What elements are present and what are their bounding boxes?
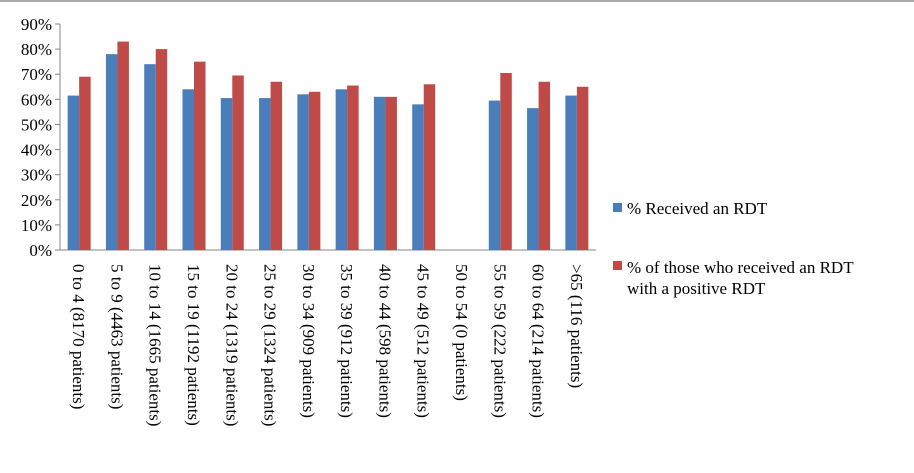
bars — [67, 41, 589, 251]
bar-received-rdt — [335, 89, 348, 251]
x-tick-label: 50 to 54 (0 patients) — [452, 264, 471, 401]
bar-positive-rdt — [232, 75, 244, 250]
bar-positive-rdt — [385, 96, 397, 250]
x-tick-label: 30 to 34 (909 patients) — [299, 264, 318, 418]
x-tick-label: 40 to 44 (598 patients) — [375, 264, 394, 418]
bar-received-rdt — [488, 100, 501, 250]
x-tick-label: 55 to 59 (222 patients) — [490, 264, 509, 418]
x-tick-label: 25 to 29 (1324 patients) — [261, 264, 280, 426]
legend-swatch-received-rdt — [613, 203, 622, 212]
x-tick-label: 45 to 49 (512 patients) — [414, 264, 433, 418]
bar-received-rdt — [297, 94, 309, 250]
x-tick-label: 20 to 24 (1319 patients) — [222, 264, 241, 426]
bar-received-rdt — [373, 96, 386, 250]
bar-positive-rdt — [79, 76, 91, 250]
y-tick-label: 50% — [21, 115, 52, 134]
x-tick-label: 0 to 4 (8170 patients) — [69, 264, 88, 409]
bar-positive-rdt — [194, 61, 206, 250]
x-tick-label: 10 to 14 (1665 patients) — [146, 264, 165, 426]
bar-positive-rdt — [423, 84, 436, 251]
x-tick-label: 5 to 9 (4463 patients) — [107, 264, 126, 409]
x-tick-label: 15 to 19 (1192 patients) — [184, 264, 203, 426]
bar-received-rdt — [105, 54, 118, 251]
bar-positive-rdt — [270, 81, 283, 250]
legend-label-positive-rdt: % of those who received an RDT with a pos… — [627, 258, 854, 298]
x-tick-label: 60 to 64 (214 patients) — [529, 264, 548, 418]
y-tick-label: 10% — [21, 216, 52, 235]
legend-label-received-rdt: % Received an RDT — [627, 199, 768, 218]
bar-positive-rdt — [117, 41, 129, 251]
bar-received-rdt — [182, 89, 194, 251]
y-tick-label: 0% — [29, 241, 52, 260]
x-tick-label: 35 to 39 (912 patients) — [337, 264, 356, 418]
y-tick-label: 40% — [21, 141, 52, 160]
bar-positive-rdt — [347, 85, 359, 251]
y-tick-label: 20% — [21, 191, 52, 210]
y-tick-label: 30% — [21, 166, 52, 185]
x-axis-labels: 0 to 4 (8170 patients) 5 to 9 (4463 patie… — [69, 264, 586, 426]
bar-positive-rdt — [576, 86, 589, 251]
bar-received-rdt — [144, 64, 156, 250]
bar-positive-rdt — [155, 49, 168, 250]
bar-positive-rdt — [500, 72, 512, 250]
y-tick-label: 60% — [21, 90, 52, 109]
y-tick-label: 90% — [21, 15, 52, 34]
bar-received-rdt — [565, 95, 577, 250]
bar-received-rdt — [412, 104, 424, 250]
bar-received-rdt — [67, 95, 80, 250]
bar-received-rdt — [259, 98, 271, 250]
legend-swatch-positive-rdt — [613, 261, 622, 270]
bar-positive-rdt — [538, 81, 551, 250]
bar-positive-rdt — [308, 91, 321, 250]
y-tick-label: 70% — [21, 65, 52, 84]
bar-received-rdt — [527, 108, 539, 250]
legend: % Received an RDT % of those who received… — [613, 199, 854, 298]
bar-received-rdt — [220, 98, 233, 250]
y-tick-label: 80% — [21, 40, 52, 59]
x-tick-label: >65 (116 patients) — [567, 264, 586, 388]
